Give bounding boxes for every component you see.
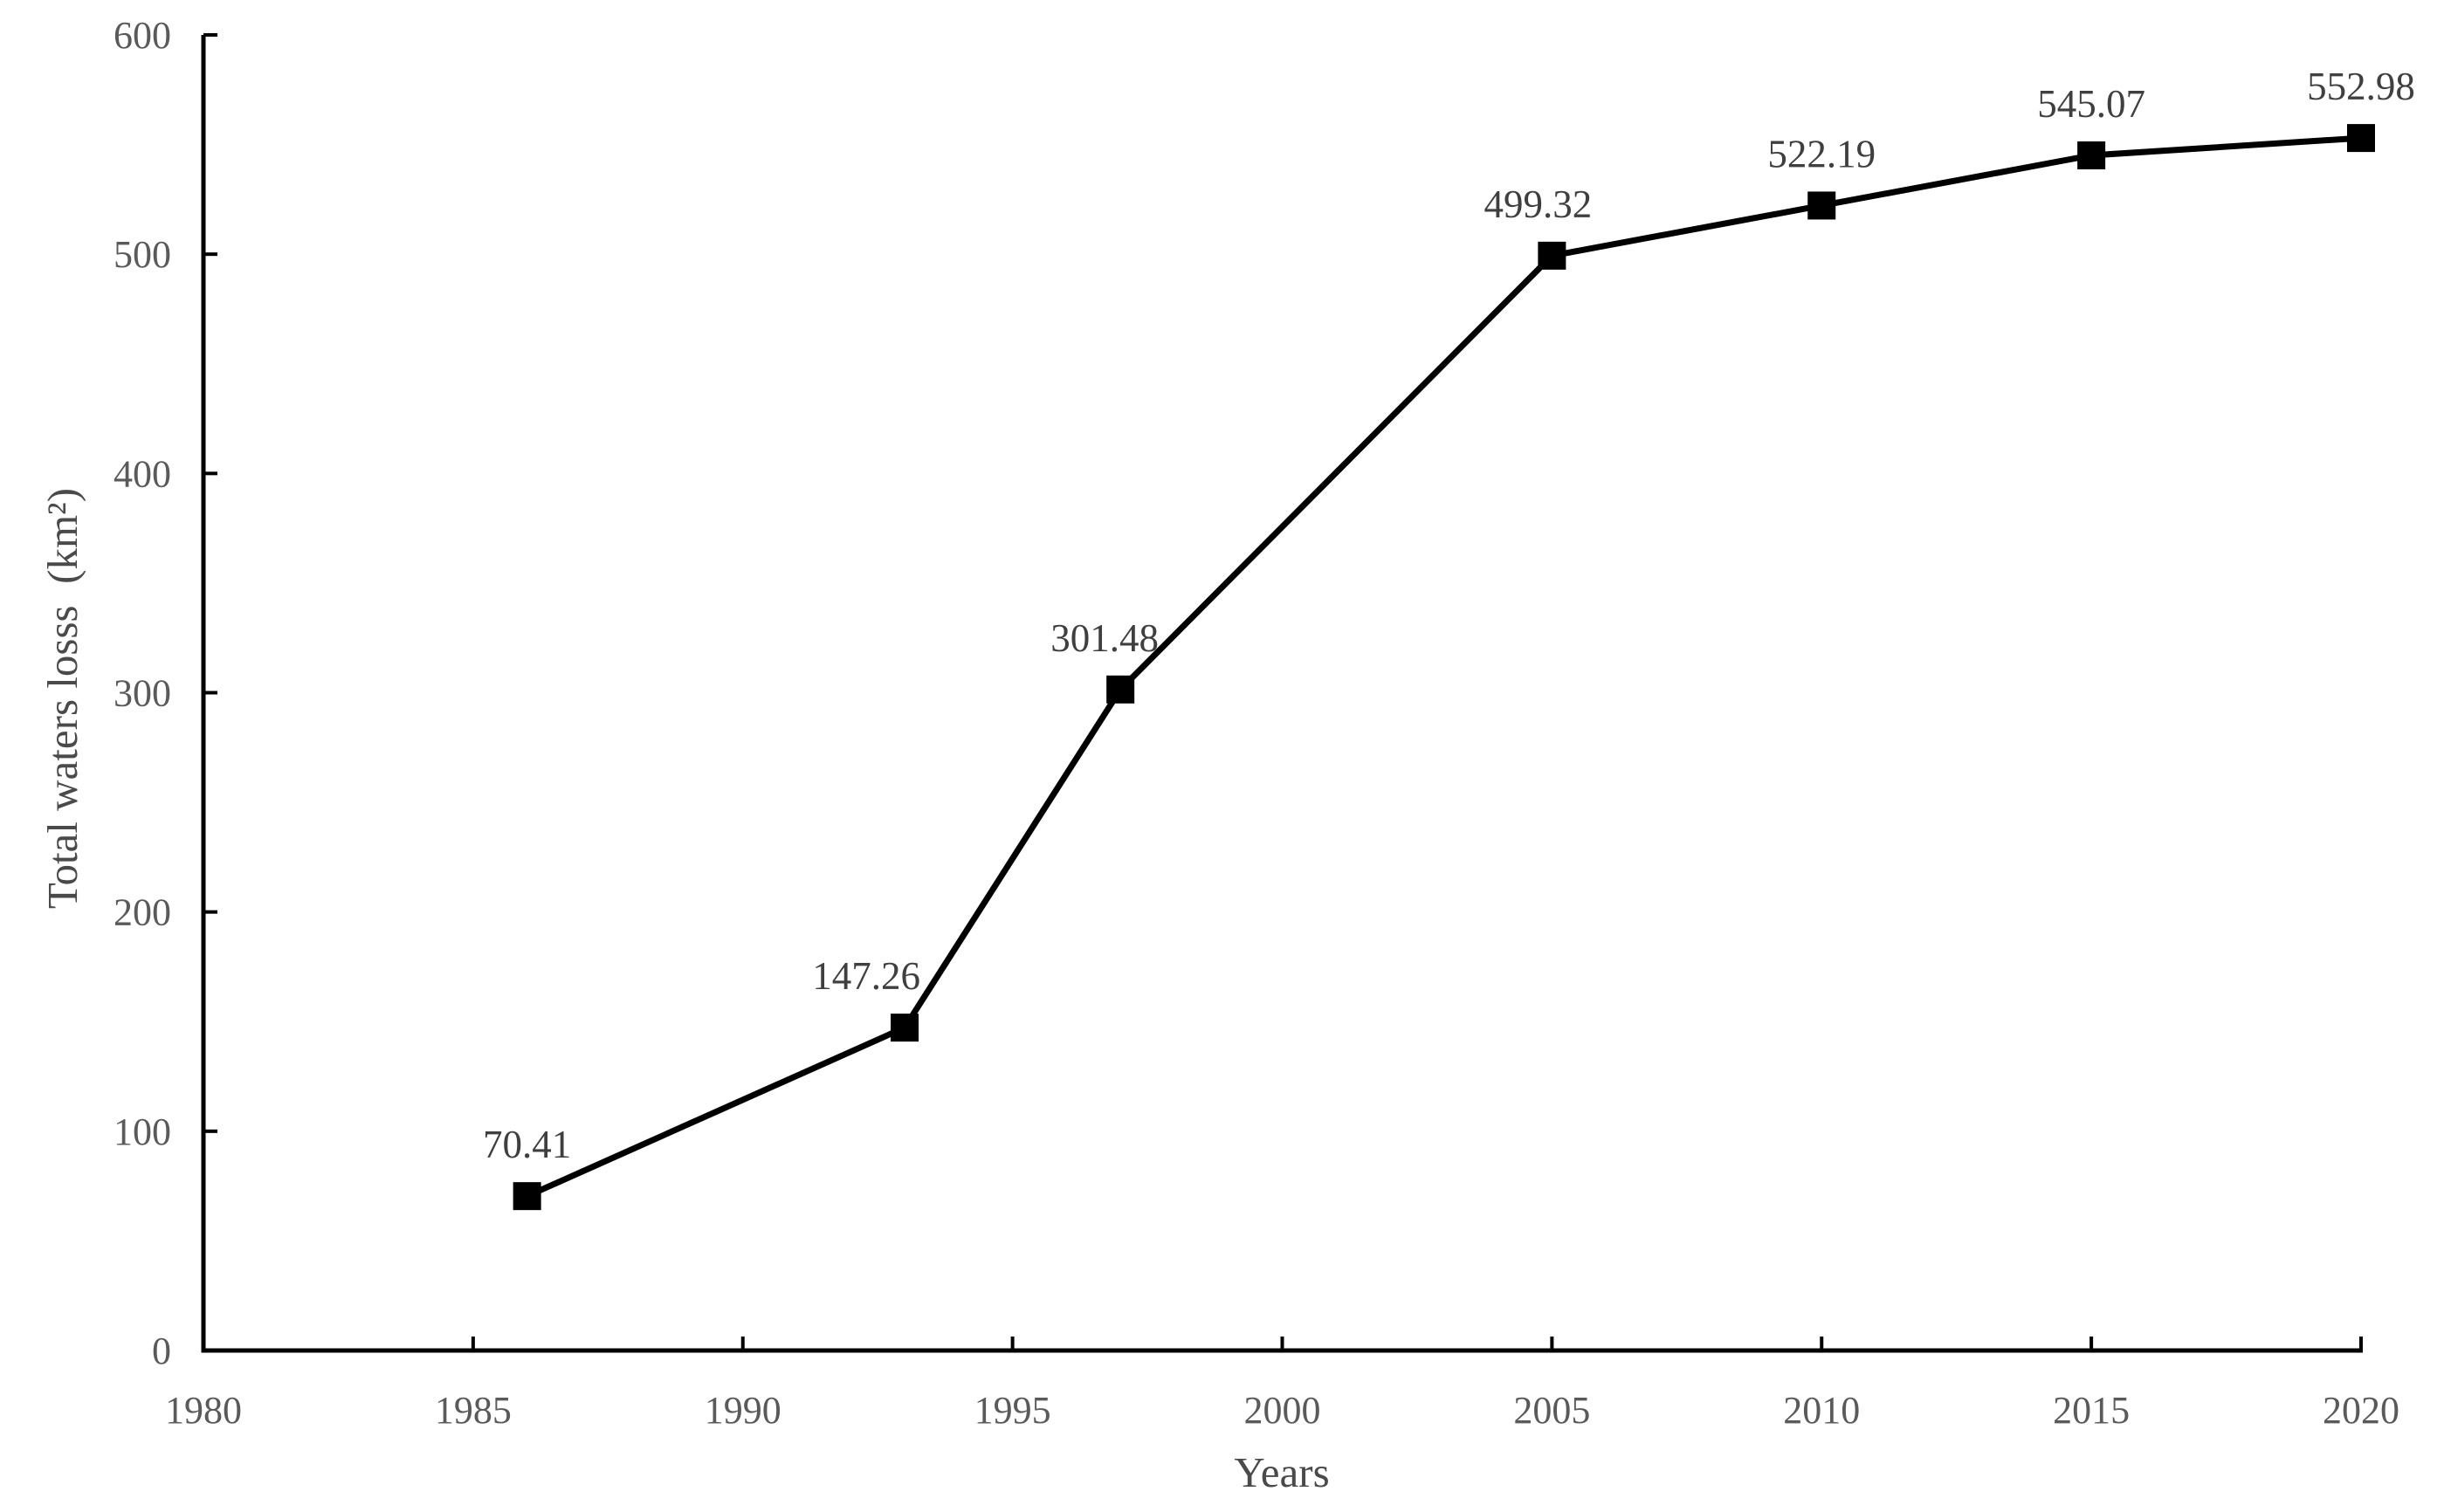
data-point-label: 552.98 <box>2307 65 2415 108</box>
data-point-label: 147.26 <box>812 954 920 998</box>
x-tick-label: 1995 <box>974 1389 1051 1432</box>
series-layer <box>513 124 2375 1211</box>
y-tick-label: 400 <box>114 452 171 495</box>
x-tick-label: 1990 <box>705 1389 781 1432</box>
x-tick-label: 2015 <box>2053 1389 2130 1432</box>
data-point-label: 499.32 <box>1484 182 1593 226</box>
axes-layer <box>201 35 2363 1353</box>
data-point-marker <box>2347 124 2375 153</box>
y-tick-label: 500 <box>114 233 171 276</box>
x-tick-label: 2020 <box>2323 1389 2399 1432</box>
data-point-marker <box>1807 191 1836 220</box>
y-tick-label: 300 <box>114 672 171 715</box>
data-point-marker <box>2077 141 2106 169</box>
y-tick-label: 200 <box>114 891 171 934</box>
x-tick-label: 1985 <box>435 1389 512 1432</box>
series-line <box>526 134 2362 1199</box>
x-tick-label: 2000 <box>1244 1389 1321 1432</box>
data-point-label: 301.48 <box>1050 616 1159 660</box>
data-point-label: 545.07 <box>2037 82 2145 126</box>
data-point-marker <box>1538 241 1566 270</box>
ticks-layer: 0 100 200 300 400 500 600 1980 1985 1990 1995 2000 2… <box>114 14 2399 1432</box>
y-tick-label: 0 <box>152 1330 171 1372</box>
data-point-label: 70.41 <box>483 1123 571 1166</box>
data-point-marker <box>513 1182 541 1211</box>
data-point-marker <box>891 1014 919 1042</box>
data-point-marker <box>1106 675 1135 704</box>
x-axis-title: Years <box>1234 1448 1329 1496</box>
labels-layer: 70.41 147.26 301.48 499.32 522.19 545.07 552.9… <box>483 65 2415 1166</box>
x-tick-label: 1980 <box>165 1389 242 1432</box>
x-tick-label: 2010 <box>1783 1389 1860 1432</box>
data-point-label: 522.19 <box>1767 132 1876 175</box>
x-tick-label: 2005 <box>1513 1389 1590 1432</box>
y-tick-label: 600 <box>114 14 171 57</box>
y-tick-label: 100 <box>114 1110 171 1153</box>
y-axis-title: Total waters losss (km²) <box>38 488 86 909</box>
